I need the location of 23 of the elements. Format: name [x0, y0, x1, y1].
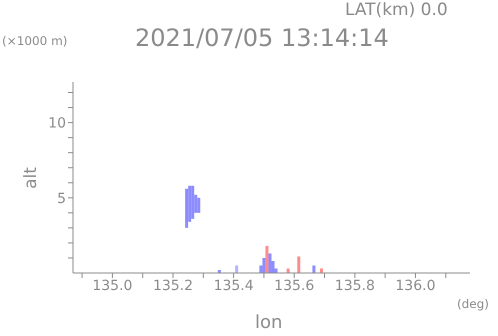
x-tick-label: 135.0 — [92, 278, 132, 294]
y-axis-title: alt — [20, 167, 41, 189]
bar — [197, 198, 200, 213]
chart-subtitle: LAT(km) 0.0 — [345, 0, 448, 20]
text: (×1000 m) — [2, 34, 68, 48]
bar — [265, 246, 268, 273]
x-tick-label: 135.4 — [214, 278, 254, 294]
bar — [235, 265, 238, 273]
x-tick-label: 135.6 — [274, 278, 314, 294]
x-tick-label: 135.8 — [334, 278, 375, 294]
bar — [185, 188, 188, 228]
x-tick-label: 136.0 — [395, 278, 436, 294]
x-tick-label: 135.2 — [152, 278, 194, 294]
bar — [191, 186, 194, 219]
y-tick-label: 5 — [57, 190, 66, 207]
bar — [262, 258, 266, 273]
bar — [312, 265, 316, 273]
chart-title: 2021/07/05 13:14:14 — [135, 24, 389, 52]
bar — [297, 256, 300, 273]
y-tick-label: 10 — [48, 116, 66, 132]
text: (deg) — [457, 297, 489, 311]
x-axis-title: lon — [255, 312, 282, 333]
bar — [268, 253, 272, 273]
